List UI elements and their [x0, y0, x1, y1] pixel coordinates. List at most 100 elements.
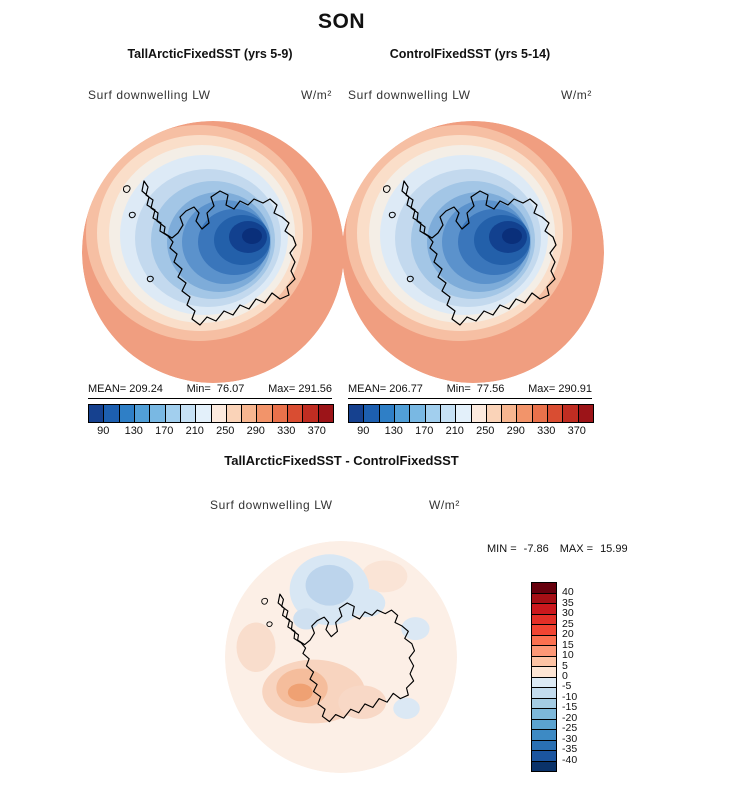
colorbar-tick-label: 40: [562, 586, 574, 599]
colorbar-segment: [150, 405, 166, 422]
colorbar-segment: [532, 625, 556, 636]
colorbar-segment: [532, 719, 556, 730]
diff-min-label: MIN =: [487, 543, 517, 555]
diff-max-label: MAX =: [559, 543, 594, 555]
colorbar-segment: [578, 405, 593, 422]
field-label-diff: Surf downwelling LW: [210, 498, 333, 512]
colorbar-segment: [532, 646, 556, 657]
colorbar-tick-label: 0: [562, 670, 568, 682]
colorbar-left: [88, 404, 334, 423]
colorbar-tick-label: 15: [562, 638, 574, 651]
colorbar-segment: [532, 635, 556, 646]
stat-mean-left: MEAN= 209.24: [88, 383, 163, 395]
colorbar-segment: [349, 405, 365, 422]
colorbar-segment: [196, 405, 212, 422]
colorbar-tick-label: -30: [562, 732, 578, 745]
antarctica-coastline: [401, 180, 557, 326]
colorbar-segment: [532, 656, 556, 667]
colorbar-segment: [242, 405, 258, 422]
stats-row-right: MEAN= 206.77 Min= 77.56 Max= 290.91: [348, 383, 592, 399]
colorbar-segment: [440, 405, 457, 422]
polar-map-diff: [225, 541, 457, 773]
diff-min-value: -7.86: [523, 543, 549, 555]
field-row-diff: Surf downwelling LW W/m²: [210, 498, 460, 512]
colorbar-tick-label: 130: [384, 425, 403, 437]
colorbar-segment: [456, 405, 472, 422]
coast-contour-detail: [383, 185, 414, 283]
colorbar-tick-label: 290: [246, 425, 265, 437]
colorbar-segment: [89, 405, 105, 422]
colorbar-tick-label: 210: [185, 425, 204, 437]
diff-max-value: 15.99: [600, 543, 628, 555]
colorbar-tick-label: 90: [97, 425, 110, 437]
colorbar-tick-label: -10: [562, 690, 578, 703]
colorbar-segment: [532, 709, 556, 720]
colorbar-tick-label: 290: [506, 425, 525, 437]
polar-map-right: [342, 121, 604, 383]
units-label-diff: W/m²: [428, 498, 460, 512]
colorbar-tick-label: -15: [562, 701, 578, 714]
colorbar-tick-label: -25: [562, 722, 578, 735]
colorbar-segment: [532, 583, 556, 594]
colorbar-tick-label: 5: [562, 659, 568, 672]
colorbar-tick-label: 30: [562, 607, 574, 620]
field-label-right: Surf downwelling LW: [348, 88, 471, 102]
figure-title: SON: [317, 10, 365, 33]
panel-title-right: ControlFixedSST (yrs 5-14): [389, 47, 551, 61]
colorbar-segment: [532, 604, 556, 615]
colorbar-tick-label: 170: [155, 425, 174, 437]
colorbar-segment: [272, 405, 289, 422]
colorbar-tick-label: -20: [562, 711, 578, 724]
colorbar-tick-label: -35: [562, 743, 578, 756]
coast-contour-detail: [123, 185, 154, 283]
colorbar-segment: [303, 405, 319, 422]
colorbar-tick-label: 370: [307, 425, 326, 437]
stat-mean-right: MEAN= 206.77: [348, 383, 423, 395]
colorbar-segment: [425, 405, 441, 422]
stats-row-left: MEAN= 209.24 Min= 76.07 Max= 291.56: [88, 383, 332, 399]
colorbar-segment: [471, 405, 487, 422]
colorbar-segment: [532, 761, 556, 771]
colorbar-tick-label: 20: [562, 628, 574, 641]
colorbar-tick-label: -5: [562, 680, 572, 693]
colorbar-diff: [531, 582, 557, 772]
colorbar-segment: [532, 730, 556, 741]
antarctica-coastline: [277, 593, 416, 723]
field-label-left: Surf downwelling LW: [88, 88, 211, 102]
polar-map-left: [82, 121, 344, 383]
coast-contour-detail: [261, 597, 273, 628]
colorbar-tick-label: 210: [445, 425, 464, 437]
colorbar-tick-label: 250: [476, 425, 495, 437]
colorbar-tick-label: 170: [415, 425, 434, 437]
colorbar-tick-label: 330: [537, 425, 556, 437]
colorbar-tick-label: 130: [124, 425, 143, 437]
colorbar-segment: [532, 740, 556, 751]
colorbar-segment: [532, 614, 556, 625]
stat-max-right: Max= 290.91: [528, 383, 592, 395]
colorbar-ticks-right: 90 130 170 210 250 290 330 370: [348, 425, 592, 439]
colorbar-segment: [532, 677, 556, 688]
colorbar-segment: [379, 405, 395, 422]
colorbar-segment: [211, 405, 227, 422]
colorbar-tick-label: 250: [216, 425, 235, 437]
colorbar-tick-label: 90: [357, 425, 370, 437]
colorbar-segment: [410, 405, 426, 422]
colorbar-tick-label: 35: [562, 596, 574, 609]
colorbar-segment: [165, 405, 181, 422]
colorbar-segment: [532, 751, 556, 762]
diff-minmax: MIN = -7.86 MAX = 15.99: [487, 543, 628, 555]
colorbar-segment: [119, 405, 135, 422]
colorbar-segment: [532, 593, 556, 604]
antarctica-coastline: [141, 180, 297, 326]
colorbar-segment: [180, 405, 197, 422]
colorbar-segment: [563, 405, 579, 422]
colorbar-tick-label: 25: [562, 617, 574, 630]
colorbar-segment: [257, 405, 273, 422]
colorbar-segment: [364, 405, 380, 422]
field-row-left: Surf downwelling LW W/m²: [88, 88, 332, 102]
colorbar-tick-label: 330: [277, 425, 296, 437]
colorbar-segment: [394, 405, 411, 422]
colorbar-segment: [548, 405, 564, 422]
colorbar-segment: [226, 405, 243, 422]
